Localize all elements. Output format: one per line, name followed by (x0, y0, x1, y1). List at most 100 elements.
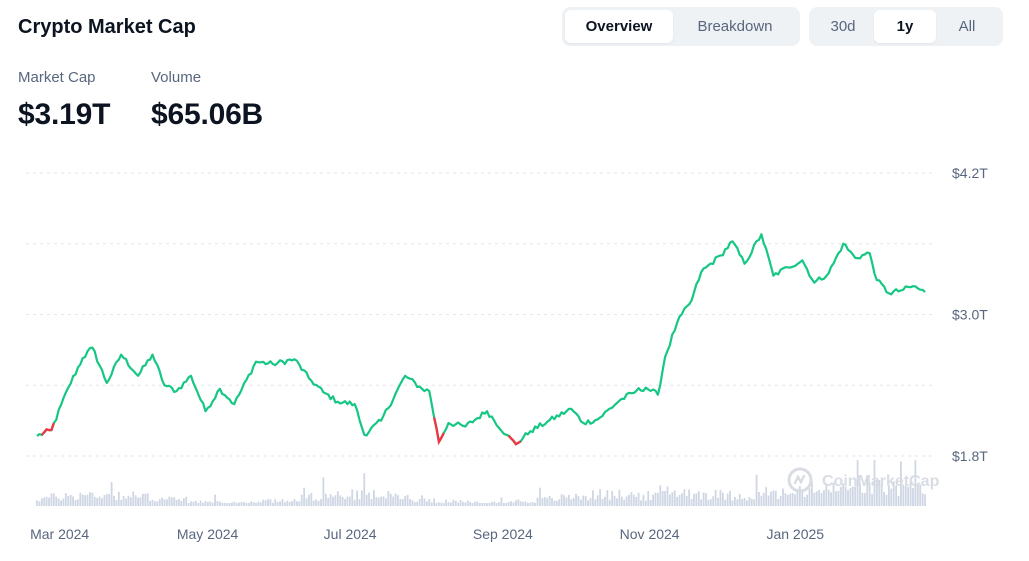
volume-bar (245, 503, 248, 506)
volume-bar (392, 496, 395, 506)
volume-bar (211, 502, 214, 506)
volume-bar (180, 500, 183, 506)
volume-bar (370, 499, 373, 506)
volume-bar (801, 491, 804, 506)
x-tick-label: Sep 2024 (473, 526, 533, 542)
volume-bar (777, 499, 780, 506)
volume-bar (582, 495, 585, 506)
volume-bar (334, 495, 337, 506)
volume-bar (377, 497, 380, 506)
volume-bar (303, 487, 306, 506)
volume-bar (676, 496, 679, 506)
volume-bar (748, 497, 751, 506)
market-cap-stat: Market Cap $3.19T (18, 69, 110, 132)
volume-bar (630, 492, 633, 506)
volume-bar (914, 460, 917, 506)
volume-bar (267, 499, 269, 506)
volume-bar (500, 497, 503, 506)
volume-bar (493, 501, 496, 506)
range-all-button[interactable]: All (958, 18, 976, 35)
volume-bar (702, 492, 705, 506)
volume-bar (916, 483, 919, 506)
volume-bar (774, 490, 777, 506)
volume-bar (351, 489, 354, 506)
volume-bar (890, 488, 893, 506)
volume-bar (519, 501, 522, 506)
volume-bar (437, 502, 440, 506)
volume-bar (332, 496, 334, 506)
volume-bar (818, 489, 821, 506)
volume-bar (791, 493, 794, 506)
volume-bar (387, 491, 390, 506)
volume-bar (86, 494, 89, 506)
volume-bar (835, 491, 837, 506)
volume-bar (830, 492, 833, 506)
volume-bar (380, 496, 383, 506)
volume-bar (38, 501, 41, 506)
volume-bar (842, 483, 845, 506)
volume-bar (281, 499, 284, 506)
volume-bar (902, 484, 905, 506)
below-baseline-segment (40, 422, 55, 436)
volume-bar (861, 492, 864, 506)
volume-bar (269, 499, 272, 506)
volume-bar (758, 492, 760, 506)
volume-bar (336, 491, 339, 506)
volume-bar (43, 497, 46, 506)
tab-overview[interactable]: Overview (565, 10, 673, 43)
volume-bar (671, 492, 674, 506)
watermark: CoinMarketCap (787, 467, 940, 493)
volume-bar (462, 501, 464, 506)
volume-bar (305, 498, 308, 506)
volume-bar (839, 487, 842, 506)
volume-bar (813, 492, 816, 506)
range-1y-button[interactable]: 1y (874, 10, 936, 43)
volume-bar (409, 499, 411, 506)
volume-bar (584, 495, 587, 506)
volume-bar (341, 496, 344, 506)
volume-bar (510, 501, 512, 506)
tab-breakdown[interactable]: Breakdown (697, 18, 773, 35)
volume-bar (240, 501, 243, 506)
volume-bar (560, 494, 563, 506)
volume-bar (274, 499, 277, 506)
volume-bar (738, 494, 741, 506)
volume-bar (750, 498, 753, 506)
volume-bar (697, 491, 700, 506)
volume-bar (93, 496, 96, 506)
volume-bar (108, 494, 111, 506)
range-30d-button[interactable]: 30d (830, 18, 856, 35)
volume-bar (144, 493, 147, 506)
market-cap-value: $3.19T (18, 98, 111, 131)
volume-bar (796, 488, 799, 506)
volume-bar (644, 500, 647, 506)
volume-bar (765, 487, 768, 506)
below-baseline-segment (507, 434, 522, 446)
volume-bar (55, 496, 58, 506)
volume-bar (789, 493, 792, 506)
volume-bar (883, 491, 885, 506)
volume-bar (666, 486, 669, 506)
volume-bar (466, 500, 469, 506)
volume-bar (815, 491, 818, 506)
volume-bar (452, 499, 455, 506)
volume-bar (447, 502, 450, 506)
volume-bar (488, 503, 491, 506)
volume-bar (170, 497, 173, 506)
volume-bar (546, 498, 549, 506)
volume-bar (103, 495, 106, 506)
volume-bar (182, 498, 185, 506)
coinmarketcap-logo-icon (787, 467, 813, 493)
volume-bar (907, 486, 910, 506)
volume-bar (632, 494, 635, 506)
volume-bar (731, 500, 734, 506)
volume-bar (707, 499, 710, 506)
volume-bar (84, 495, 87, 506)
volume-bar (353, 500, 356, 506)
volume-bar (724, 499, 727, 506)
volume-bar (259, 502, 262, 506)
volume-bar (435, 502, 438, 506)
volume-bar (416, 501, 419, 506)
volume-bar (924, 494, 926, 506)
